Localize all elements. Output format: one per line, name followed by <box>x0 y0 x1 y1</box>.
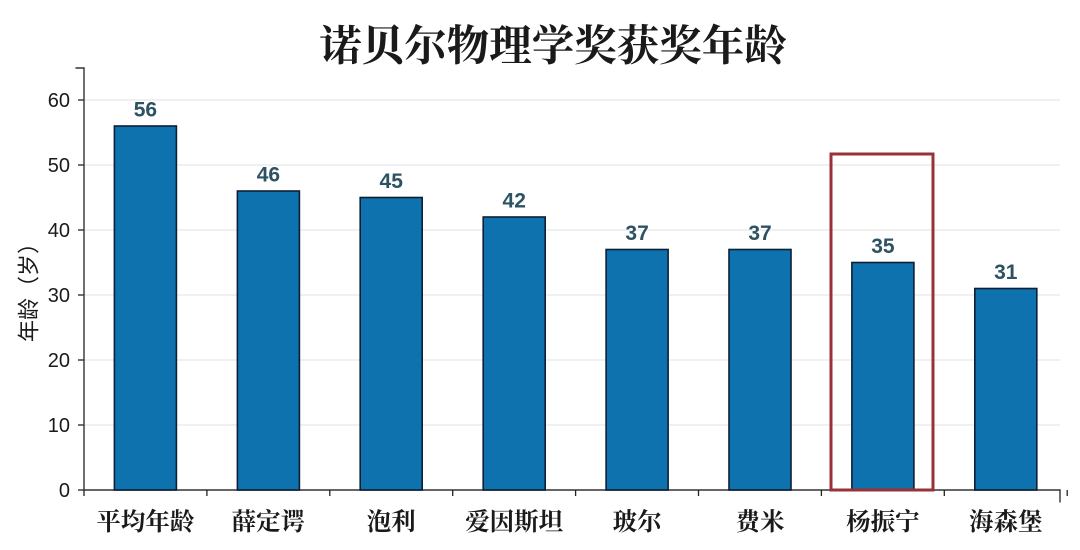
svg-text:0: 0 <box>59 480 70 502</box>
svg-text:平均年龄: 平均年龄 <box>96 503 194 538</box>
svg-text:40: 40 <box>48 220 70 242</box>
svg-text:年龄（岁）: 年龄（岁） <box>17 232 42 342</box>
svg-text:泡利: 泡利 <box>367 503 416 538</box>
svg-text:爱因斯坦: 爱因斯坦 <box>464 503 563 538</box>
svg-text:杨振宁: 杨振宁 <box>846 503 920 538</box>
svg-text:56: 56 <box>134 99 157 122</box>
svg-text:60: 60 <box>48 90 70 112</box>
svg-text:46: 46 <box>257 164 280 187</box>
svg-text:薛定谔: 薛定谔 <box>232 503 306 538</box>
svg-text:10: 10 <box>48 415 70 437</box>
svg-text:费米: 费米 <box>736 503 785 538</box>
svg-text:31: 31 <box>994 261 1018 284</box>
svg-text:42: 42 <box>503 190 526 213</box>
svg-text:35: 35 <box>871 235 895 258</box>
svg-text:50: 50 <box>48 155 70 177</box>
svg-text:37: 37 <box>625 222 648 245</box>
svg-text:30: 30 <box>48 285 70 307</box>
svg-text:海森堡: 海森堡 <box>969 503 1043 538</box>
svg-text:玻尔: 玻尔 <box>613 503 663 538</box>
svg-text:37: 37 <box>748 222 771 245</box>
svg-text:20: 20 <box>48 350 70 372</box>
svg-text:45: 45 <box>380 170 404 193</box>
svg-text:诺贝尔物理学奖获奖年龄: 诺贝尔物理学奖获奖年龄 <box>319 13 787 74</box>
